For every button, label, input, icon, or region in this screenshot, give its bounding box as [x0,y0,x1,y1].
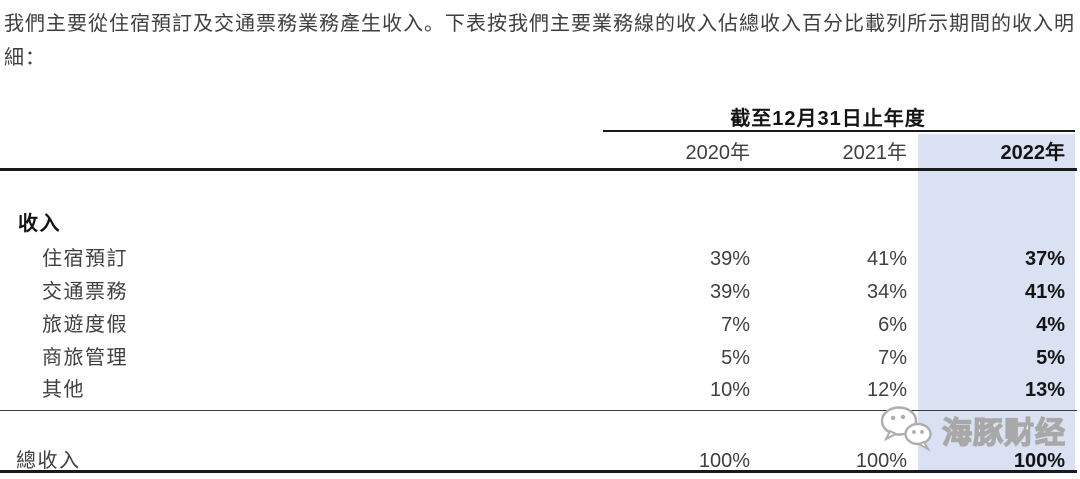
total-label: 總收入 [16,450,81,472]
table-row: 商旅管理 5% 7% 5% [0,346,1075,370]
intro-paragraph-line2: 細： [4,47,46,69]
row-label-accommodation: 住宿預訂 [42,248,128,270]
table-row: 旅遊度假 7% 6% 4% [0,313,1075,337]
total-2022: 100% [1013,450,1065,472]
highlight-2022-column [918,134,1075,472]
value-2020: 39% [709,248,750,270]
value-2020: 5% [721,347,750,369]
value-2020: 10% [709,379,750,401]
watermark-text: 海豚财经 [941,416,1066,450]
header-separator-rule [0,168,1077,171]
value-2021: 34% [866,281,907,303]
row-label-corporate-travel: 商旅管理 [42,347,128,369]
value-2020: 7% [721,314,750,336]
total-2020: 100% [698,450,750,472]
wechat-icon [876,403,936,458]
table-row: 其他 10% 12% 13% [0,378,1075,402]
row-label-transportation: 交通票務 [42,281,128,303]
value-2022: 4% [1036,314,1065,336]
period-header-underline [603,130,1075,132]
value-2022: 37% [1024,248,1065,270]
value-2022: 13% [1024,379,1065,401]
watermark: 海豚财经 [876,404,1066,456]
row-label-others: 其他 [42,379,85,401]
table-bottom-rule [0,470,1077,473]
total-2021: 100% [855,450,907,472]
value-2022: 5% [1036,347,1065,369]
period-header: 截至12月31日止年度 [730,108,926,130]
total-row: 總收入 100% 100% 100% [0,449,1075,473]
value-2021: 41% [866,248,907,270]
value-2020: 39% [709,281,750,303]
row-label-packaged-tours: 旅遊度假 [42,314,128,336]
value-2021: 7% [878,347,907,369]
year-header-row: 2020年 2021年 2022年 [0,141,1075,165]
section-label-revenue: 收入 [18,213,61,235]
value-2021: 6% [878,314,907,336]
body-separator-rule [0,410,1077,411]
table-row: 住宿預訂 39% 41% 37% [0,247,1075,271]
column-header-2021: 2021年 [842,142,908,164]
value-2021: 12% [866,379,907,401]
column-header-2022: 2022年 [1000,142,1066,164]
column-header-2020: 2020年 [685,142,751,164]
year-header-spacer [0,141,600,165]
table-row: 交通票務 39% 34% 41% [0,280,1075,304]
value-2022: 41% [1024,281,1065,303]
section-header-row: 收入 [0,212,1075,236]
intro-paragraph-line1: 我們主要從住宿預訂及交通票務業務產生收入。下表按我們主要業務線的收入佔總收入百分… [4,13,1075,35]
